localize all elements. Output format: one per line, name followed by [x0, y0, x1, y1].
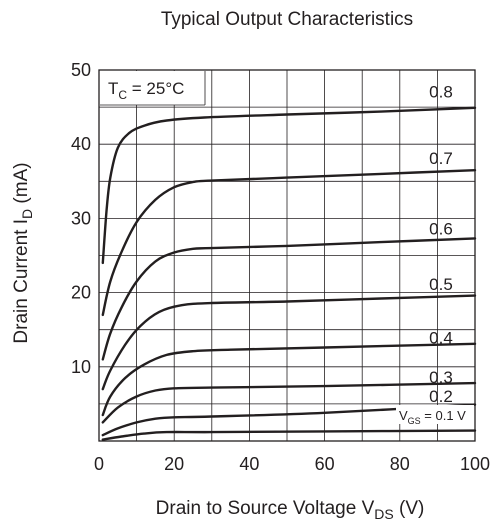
- curve-labels: 0.8 0.7 0.6 0.5 0.4 0.30.2: [429, 82, 453, 406]
- x-tick-label: 80: [390, 454, 410, 474]
- x-axis-label: Drain to Source Voltage VDS (V): [156, 498, 425, 522]
- x-tick-labels: 0 20 40 60 80 100: [94, 454, 490, 474]
- curve-vgs-0-1: [101, 429, 477, 441]
- curve-label: 0.4: [429, 329, 453, 348]
- curve-label: 0.5: [429, 275, 453, 294]
- curve-vgs-0-7: [101, 169, 477, 317]
- y-tick-label: 50: [71, 60, 91, 80]
- y-tick-labels: 10 20 30 40 50: [71, 60, 91, 377]
- grid-lines: [99, 70, 475, 441]
- plot-frame: [98, 69, 476, 442]
- curve-vgs-0-2: [101, 403, 477, 437]
- x-tick-label: 60: [315, 454, 335, 474]
- y-tick-label: 20: [71, 283, 91, 303]
- y-tick-label: 30: [71, 208, 91, 228]
- y-axis-label: Drain Current ID (mA): [11, 162, 35, 343]
- curve-label: 0.7: [429, 149, 453, 168]
- curve-label: 0.8: [429, 82, 453, 101]
- x-tick-label: 20: [164, 454, 184, 474]
- curve-label: 0.2: [429, 387, 453, 406]
- temperature-annotation: TC = 25°C: [108, 79, 184, 102]
- curve-vgs-0-5: [101, 294, 477, 391]
- curve-vgs-0-3: [101, 381, 477, 424]
- curve-vgs-0-8: [101, 106, 477, 265]
- curve-vgs-0-6: [101, 237, 477, 361]
- curves: [101, 106, 477, 441]
- vgs-annotation: VGS = 0.1 V: [399, 408, 466, 426]
- x-tick-label: 0: [94, 454, 104, 474]
- y-tick-label: 10: [71, 357, 91, 377]
- curve-label: 0.3: [429, 368, 453, 387]
- y-tick-label: 40: [71, 134, 91, 154]
- curve-label: 0.6: [429, 220, 453, 239]
- x-tick-label: 40: [239, 454, 259, 474]
- chart-title: Typical Output Characteristics: [161, 9, 413, 30]
- curve-vgs-0-4: [101, 342, 477, 417]
- x-tick-label: 100: [460, 454, 490, 474]
